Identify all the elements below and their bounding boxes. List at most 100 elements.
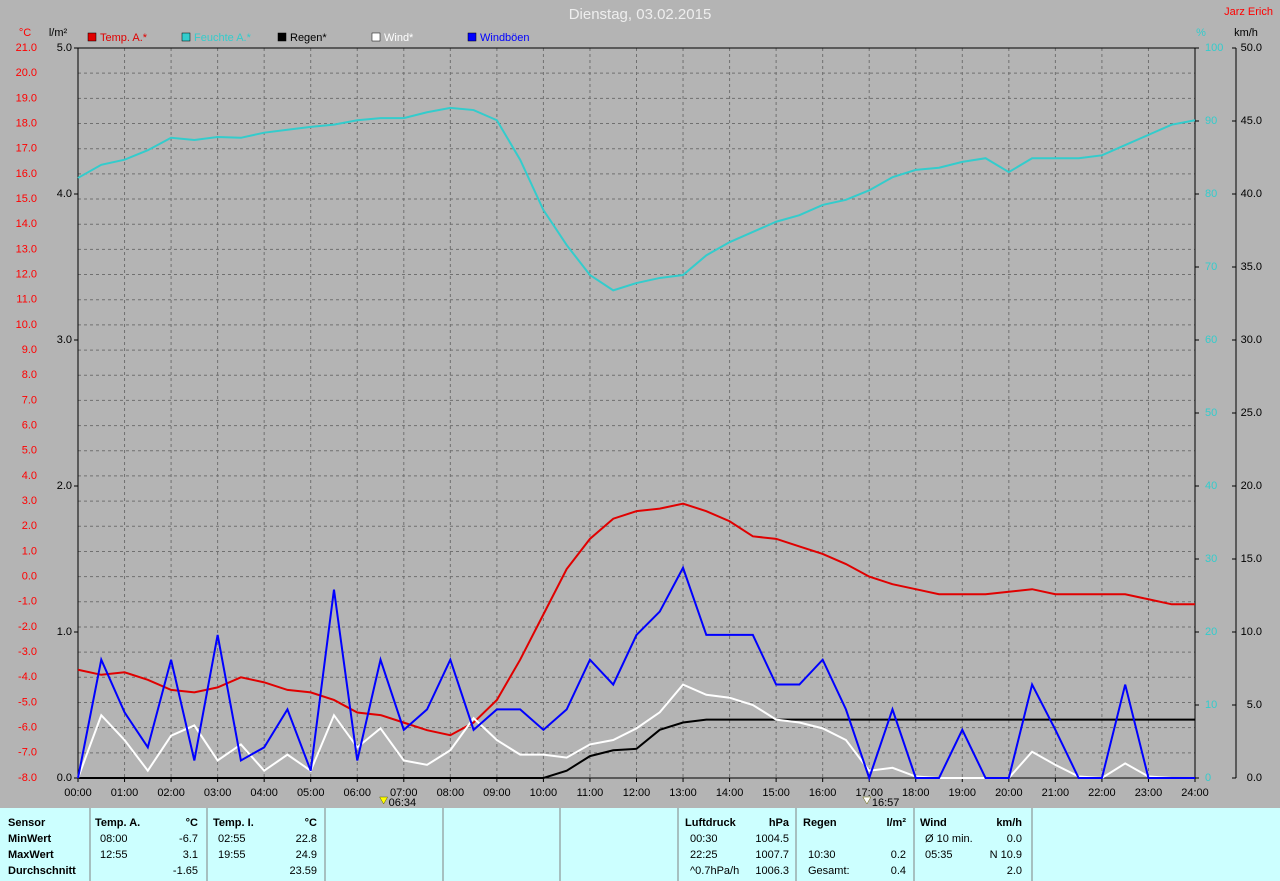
y-tick-label: 19.0 (16, 92, 37, 104)
y-tick-label: 0.0 (57, 772, 72, 784)
row-label: MaxWert (8, 849, 54, 861)
y-tick-label: 5.0 (1247, 699, 1262, 711)
y-tick-label: 13.0 (16, 243, 37, 255)
x-tick-label: 15:00 (762, 787, 790, 799)
y-tick-label: 17.0 (16, 143, 37, 155)
plot-frame (77, 47, 1196, 779)
sun-marker (862, 796, 872, 805)
cell-value: 0.4 (891, 865, 906, 877)
x-tick-label: 24:00 (1181, 787, 1209, 799)
cell-time: ^0.7hPa/h (690, 865, 739, 877)
y-tick-label: 18.0 (16, 117, 37, 129)
x-tick-label: 12:00 (623, 787, 651, 799)
y-tick-label: -4.0 (18, 671, 37, 683)
x-tick-label: 14:00 (716, 787, 744, 799)
x-tick-label: 21:00 (1042, 787, 1070, 799)
axis-unit: l/m² (49, 27, 68, 39)
x-tick-label: 23:00 (1135, 787, 1163, 799)
y-tick-label: 10.0 (1241, 626, 1262, 638)
author: Jarz Erich (1224, 6, 1273, 18)
cell-time: 00:30 (690, 833, 718, 845)
column-header: Luftdruck (685, 817, 737, 829)
cell-time: 22:25 (690, 849, 718, 861)
legend-label: Windböen (480, 32, 530, 44)
y-tick-label: 16.0 (16, 168, 37, 180)
cell-time: 12:55 (100, 849, 128, 861)
y-tick-label: 90 (1205, 115, 1217, 127)
cell-value: 22.8 (296, 833, 317, 845)
y-tick-label: 30 (1205, 553, 1217, 565)
series-line (77, 106, 1196, 292)
cell-value: 3.1 (183, 849, 198, 861)
legend-swatch (467, 32, 477, 42)
y-tick-label: -5.0 (18, 696, 37, 708)
y-tick-label: 40.0 (1241, 188, 1262, 200)
x-tick-label: 07:00 (390, 787, 418, 799)
cell-value: 2.0 (1007, 865, 1022, 877)
series-line (78, 718, 1195, 779)
y-tick-label: 60 (1205, 334, 1217, 346)
x-tick-label: 06:00 (343, 787, 371, 799)
column-header: Temp. I. (213, 817, 254, 829)
legend-label: Feuchte A.* (194, 32, 252, 44)
cell-value: 23.59 (289, 865, 317, 877)
x-tick-label: 16:00 (809, 787, 837, 799)
y-tick-label: 15.0 (1241, 553, 1262, 565)
x-tick-label: 18:00 (902, 787, 930, 799)
x-tick-label: 20:00 (995, 787, 1023, 799)
x-tick-label: 02:00 (157, 787, 185, 799)
x-tick-label: 13:00 (669, 787, 697, 799)
y-tick-label: -6.0 (18, 722, 37, 734)
row-label: MinWert (8, 833, 52, 845)
y-tick-label: 1.0 (57, 626, 72, 638)
cell-value: 0.0 (1007, 833, 1022, 845)
y-tick-label: 15.0 (16, 193, 37, 205)
x-tick-label: 00:00 (64, 787, 92, 799)
legend-swatch (87, 32, 97, 42)
cell-time: Gesamt: (808, 865, 850, 877)
y-tick-label: 20.0 (16, 67, 37, 79)
axis-unit: °C (19, 27, 31, 39)
y-tick-label: 2.0 (22, 520, 37, 532)
legend-swatch (181, 32, 191, 42)
axis-unit: km/h (1234, 27, 1258, 39)
y-tick-label: 0 (1205, 772, 1211, 784)
x-tick-label: 03:00 (204, 787, 232, 799)
cell-value: 1004.5 (755, 833, 789, 845)
cell-value: 0.2 (891, 849, 906, 861)
y-tick-label: 14.0 (16, 218, 37, 230)
x-tick-label: 09:00 (483, 787, 511, 799)
y-tick-label: -3.0 (18, 646, 37, 658)
y-tick-label: 3.0 (22, 495, 37, 507)
y-tick-label: 0.0 (22, 571, 37, 583)
column-unit: km/h (996, 817, 1022, 829)
cell-time: 08:00 (100, 833, 128, 845)
column-unit: l/m² (886, 817, 906, 829)
y-tick-label: 20.0 (1241, 480, 1262, 492)
y-tick-label: -2.0 (18, 621, 37, 633)
legend-label: Regen* (290, 32, 327, 44)
legend-label: Temp. A.* (100, 32, 148, 44)
column-header: Wind (920, 817, 947, 829)
y-tick-label: 0.0 (1247, 772, 1262, 784)
y-tick-label: 3.0 (57, 334, 72, 346)
sun-marker (379, 796, 389, 805)
y-tick-label: 9.0 (22, 344, 37, 356)
sun-marker-label: 16:57 (872, 797, 900, 809)
series-line (77, 565, 1195, 782)
chart-background (0, 0, 1280, 808)
row-label: Sensor (8, 817, 46, 829)
legend-swatch (277, 32, 287, 42)
x-tick-label: 22:00 (1088, 787, 1116, 799)
x-tick-label: 01:00 (111, 787, 139, 799)
y-tick-label: 6.0 (22, 419, 37, 431)
y-tick-label: 35.0 (1241, 261, 1262, 273)
sun-marker-label: 06:34 (389, 797, 417, 809)
cell-value: -1.65 (173, 865, 198, 877)
y-tick-label: 10 (1205, 699, 1217, 711)
y-tick-label: -8.0 (18, 772, 37, 784)
x-tick-label: 05:00 (297, 787, 325, 799)
x-tick-label: 04:00 (250, 787, 278, 799)
